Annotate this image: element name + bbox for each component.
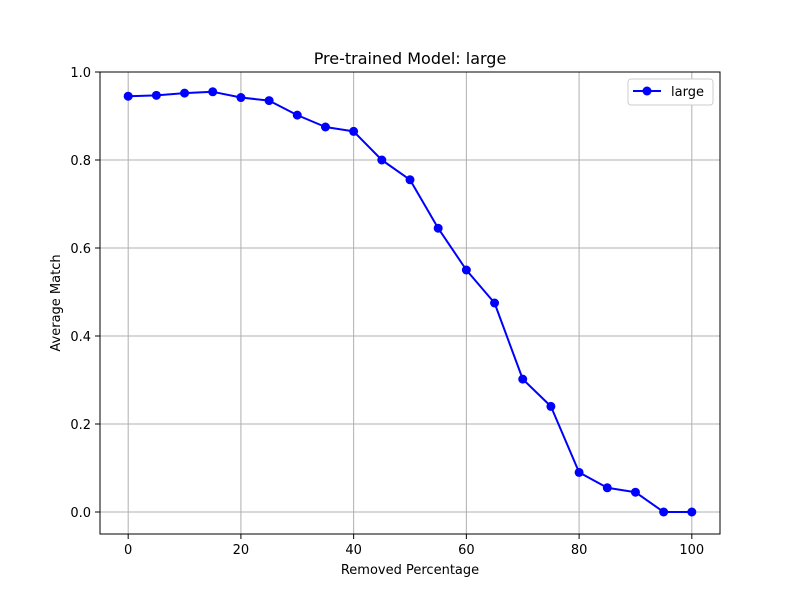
data-point bbox=[405, 175, 415, 185]
y-axis-title: Average Match bbox=[49, 254, 64, 351]
x-tick-label: 100 bbox=[679, 543, 704, 558]
data-point bbox=[180, 88, 190, 98]
data-point bbox=[574, 467, 584, 477]
data-point bbox=[377, 155, 387, 165]
y-tick-label: 0.8 bbox=[70, 154, 91, 169]
data-point bbox=[320, 122, 330, 132]
data-point bbox=[349, 126, 359, 136]
y-tick-label: 1.0 bbox=[70, 66, 91, 81]
data-point bbox=[630, 487, 640, 497]
series-plot bbox=[123, 87, 697, 517]
chart-title: Pre-trained Model: large bbox=[314, 49, 507, 68]
data-point bbox=[518, 374, 528, 384]
plot-area-frame bbox=[99, 71, 721, 535]
legend-box bbox=[627, 78, 714, 106]
data-point bbox=[546, 401, 556, 411]
data-point bbox=[264, 96, 274, 106]
data-point bbox=[461, 265, 471, 275]
data-point bbox=[433, 223, 443, 233]
legend-point-marker bbox=[642, 86, 652, 96]
data-point bbox=[490, 298, 500, 308]
data-point bbox=[292, 110, 302, 120]
x-tick-label: 0 bbox=[124, 543, 132, 558]
x-tick-label: 40 bbox=[345, 543, 362, 558]
y-tick-label: 0.4 bbox=[70, 330, 91, 345]
x-axis-title: Removed Percentage bbox=[341, 563, 479, 578]
y-tick-label: 0.2 bbox=[70, 418, 91, 433]
x-tick-label: 20 bbox=[233, 543, 250, 558]
data-point bbox=[602, 483, 612, 493]
data-point bbox=[123, 91, 133, 101]
x-tick-label: 80 bbox=[571, 543, 588, 558]
x-tick-label: 60 bbox=[458, 543, 475, 558]
y-tick-label: 0.0 bbox=[70, 506, 91, 521]
data-point bbox=[687, 507, 697, 517]
data-point bbox=[659, 507, 669, 517]
y-tick-label: 0.6 bbox=[70, 242, 91, 257]
axis-ticks: 0 20 40 60 80 100 0.0 0.2 0.4 0.6 0.8 1.0 bbox=[70, 66, 704, 558]
grid bbox=[100, 71, 720, 534]
legend: large bbox=[627, 78, 714, 106]
data-point bbox=[208, 87, 218, 97]
legend-label: large bbox=[671, 85, 704, 100]
data-point bbox=[151, 90, 161, 100]
data-point bbox=[236, 93, 246, 103]
